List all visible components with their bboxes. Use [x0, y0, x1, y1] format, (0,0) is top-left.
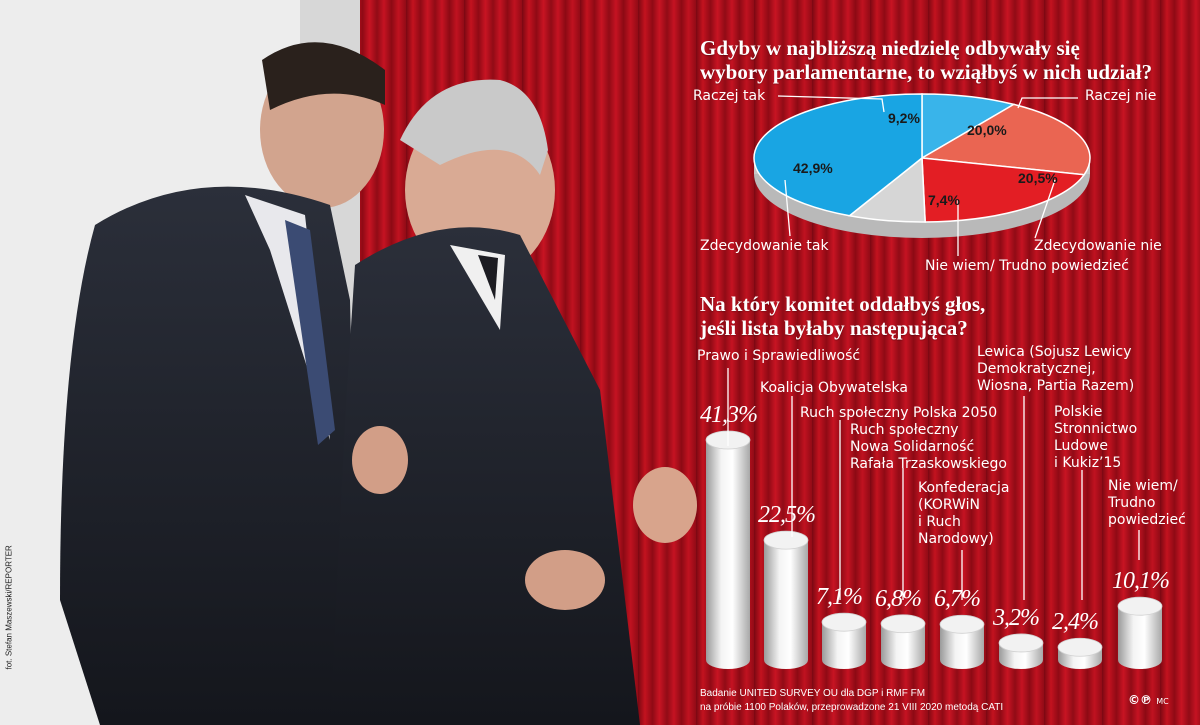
pie-label-raczej-nie: Raczej nie: [1085, 88, 1157, 104]
pie-chart: [753, 93, 1091, 238]
pie-slice-zdecydowanie-nie: [921, 157, 1086, 223]
bar-2: [763, 530, 809, 669]
bar-1: [705, 430, 751, 669]
pie-slice-raczej-nie: [919, 103, 1091, 176]
bar-label-nie-wiem-2: Trudno: [1108, 495, 1156, 511]
bar-label-psl-4: i Kukiz’15: [1054, 455, 1122, 471]
bar-title-line-1: Na który komitet oddałbyś głos,: [700, 292, 986, 316]
bar-label-nie-wiem-1: Nie wiem/: [1108, 478, 1178, 494]
bar-label-konfederacja-1: Konfederacja: [918, 480, 1010, 496]
pie-slice-raczej-tak: [921, 93, 1016, 160]
bar-4: [880, 614, 926, 669]
bar-value-3: 7,1%: [816, 584, 863, 611]
footnote-line-1: Badanie UNITED SURVEY OU dla DGP i RMF F…: [700, 688, 926, 699]
pie-title-line-2: wybory parlamentarne, to wziąłbyś w nich…: [700, 60, 1153, 84]
pie-label-raczej-tak: Raczej tak: [693, 88, 766, 104]
bar-label-konfederacja-3: i Ruch: [918, 514, 961, 530]
bar-value-5: 6,7%: [934, 586, 981, 613]
copyright-initials: MC: [1156, 697, 1169, 706]
bar-7: [1057, 637, 1103, 669]
leader-lines: [727, 95, 1140, 600]
bar-label-lewica-3: Wiosna, Partia Razem): [977, 378, 1135, 394]
pie-value-zdecydowanie-tak: 42,9%: [793, 160, 833, 176]
copyright-symbols: ©℗: [1128, 693, 1152, 707]
bar-6: [998, 633, 1044, 669]
bar-chart: [705, 430, 1163, 669]
bar-chart-title: Na który komitet oddałbyś głos, jeśli li…: [700, 292, 985, 340]
pie-value-zdecydowanie-nie: 20,5%: [1018, 170, 1058, 186]
pie-value-nie-wiem: 7,4%: [928, 192, 960, 208]
bar-label-polska2050-1: Ruch społeczny Polska 2050: [800, 405, 998, 421]
bar-label-lewica-2: Demokratycznej,: [977, 361, 1096, 377]
pie-title-line-1: Gdyby w najbliższą niedzielę odbywały si…: [700, 36, 1080, 60]
photo-credit: fot. Stefan Maszewski/REPORTER: [4, 545, 14, 670]
pie-label-nie-wiem: Nie wiem/ Trudno powiedzieć: [925, 258, 1129, 274]
footnote: Badanie UNITED SURVEY OU dla DGP i RMF F…: [700, 687, 1003, 715]
bar-3: [821, 612, 867, 669]
pie-label-zdecydowanie-tak: Zdecydowanie tak: [700, 238, 829, 254]
bar-label-nie-wiem-3: powiedzieć: [1108, 512, 1186, 528]
bar-label-polska2050-3: Nowa Solidarność: [850, 439, 975, 455]
bar-value-2: 22,5%: [758, 502, 816, 529]
pie-label-zdecydowanie-nie: Zdecydowanie nie: [1034, 238, 1162, 254]
bar-label-ko: Koalicja Obywatelska: [760, 380, 908, 396]
pie-value-raczej-nie: 20,0%: [967, 122, 1007, 138]
bar-label-psl-3: Ludowe: [1054, 438, 1108, 454]
bar-label-konfederacja-2: (KORWiN: [918, 497, 980, 513]
bar-label-konfederacja-4: Narodowy): [918, 531, 994, 547]
bar-label-polska2050-2: Ruch społeczny: [850, 422, 959, 438]
bar-label-psl-1: Polskie: [1054, 404, 1103, 420]
bar-5: [939, 614, 985, 669]
bar-value-7: 2,4%: [1052, 609, 1099, 636]
pie-value-raczej-tak: 9,2%: [888, 110, 920, 126]
bar-label-polska2050-4: Rafała Trzaskowskiego: [850, 456, 1007, 472]
bar-value-8: 10,1%: [1112, 568, 1170, 595]
bar-label-lewica-1: Lewica (Sojusz Lewicy: [977, 344, 1132, 360]
bar-value-6: 3,2%: [993, 604, 1040, 631]
bar-8: [1117, 596, 1163, 669]
copyright-mark: ©℗ MC: [1128, 693, 1169, 707]
bar-value-1: 41,3%: [700, 402, 758, 428]
bar-title-line-2: jeśli lista byłaby następująca?: [700, 316, 968, 340]
footnote-line-2: na próbie 1100 Polaków, przeprowadzone 2…: [700, 702, 1004, 713]
pie-chart-title: Gdyby w najbliższą niedzielę odbywały si…: [700, 36, 1152, 84]
bar-value-4: 6,8%: [875, 585, 922, 612]
bar-label-pis: Prawo i Sprawiedliwość: [697, 348, 861, 364]
bar-label-psl-2: Stronnictwo: [1054, 421, 1138, 437]
